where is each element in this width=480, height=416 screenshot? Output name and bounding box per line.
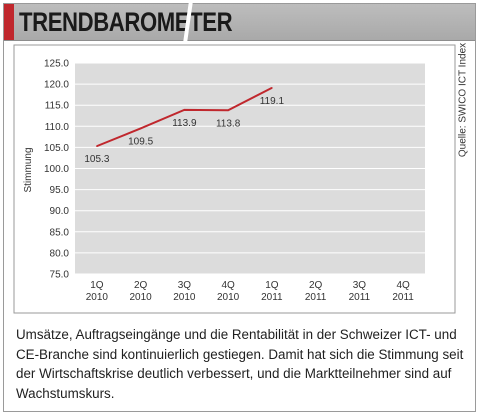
x-tick-label: 1Q 2010	[86, 280, 109, 303]
y-axis-label: Stimmung	[23, 147, 34, 192]
x-tick-year: 2011	[261, 292, 283, 303]
data-point	[96, 145, 98, 147]
data-label: 109.5	[128, 136, 153, 147]
caption-text: Umsätze, Auftragseingänge und die Rentab…	[16, 327, 464, 401]
series-group	[96, 87, 273, 148]
y-tick-label: 110.0	[45, 122, 70, 133]
x-tick-label: 3Q 2011	[349, 280, 371, 303]
x-tick-quarter: 2Q	[134, 280, 148, 291]
y-tick-label: 85.0	[50, 227, 70, 238]
x-tick-year: 2010	[217, 292, 240, 303]
y-tick-label: 80.0	[50, 248, 70, 259]
x-tick-year: 2010	[173, 292, 196, 303]
x-tick-year: 2011	[392, 292, 414, 303]
x-tick-year: 2011	[349, 292, 371, 303]
x-tick-year: 2011	[305, 292, 327, 303]
y-tick-label: 95.0	[50, 185, 70, 196]
x-tick-quarter: 1Q	[90, 280, 104, 291]
x-tick-label: 2Q 2011	[305, 280, 327, 303]
x-tick-quarter: 3Q	[178, 280, 192, 291]
x-tick-year: 2010	[130, 292, 153, 303]
x-tick-quarter: 1Q	[265, 280, 279, 291]
y-tick-label: 120.0	[44, 80, 69, 91]
header-accent	[4, 4, 14, 40]
y-tick-label: 125.0	[44, 59, 69, 70]
data-point	[139, 127, 142, 130]
data-point	[183, 109, 186, 111]
y-tick-label: 100.0	[44, 164, 69, 175]
y-tick-label: 105.0	[44, 143, 69, 154]
x-tick-label: 1Q 2011	[261, 280, 283, 303]
x-tick-label: 2Q 2010	[130, 280, 153, 303]
data-label: 105.3	[84, 154, 109, 165]
x-tick-quarter: 4Q	[396, 280, 410, 291]
data-label: 113.8	[216, 118, 241, 129]
data-label: 113.9	[172, 118, 197, 129]
x-tick-quarter: 4Q	[221, 280, 235, 291]
x-tick-quarter: 2Q	[309, 280, 323, 291]
page-title: TRENDBAROMETER	[19, 7, 233, 37]
x-tick-label: 4Q 2010	[217, 280, 240, 303]
x-tick-year: 2010	[86, 292, 109, 303]
data-label: 119.1	[260, 96, 285, 107]
y-tick-label: 115.0	[45, 101, 70, 112]
data-labels: 105.3 109.5 113.9 113.8 119.1	[84, 96, 284, 165]
y-tick-label: 90.0	[50, 206, 70, 217]
x-tick-label: 3Q 2010	[173, 280, 196, 303]
gridlines	[75, 62, 425, 275]
data-point	[227, 109, 229, 112]
y-axis-ticks: 125.0 120.0 115.0 110.0 105.0 100.0 95.0 90.0 85…	[44, 59, 69, 281]
x-tick-quarter: 3Q	[353, 280, 367, 291]
y-tick-label: 75.0	[50, 270, 70, 281]
header-bar: TRENDBAROMETER	[4, 2, 475, 42]
x-tick-label: 4Q 2011	[392, 280, 414, 303]
data-point	[271, 87, 273, 89]
